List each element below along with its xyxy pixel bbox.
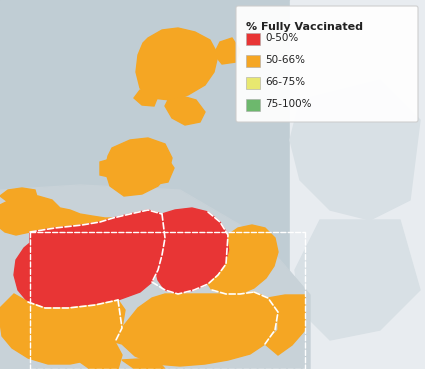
- Polygon shape: [155, 208, 230, 294]
- FancyBboxPatch shape: [246, 77, 260, 89]
- Text: 50-66%: 50-66%: [265, 55, 305, 65]
- FancyBboxPatch shape: [246, 33, 260, 45]
- Text: 0-50%: 0-50%: [265, 33, 298, 43]
- Polygon shape: [165, 96, 205, 125]
- Polygon shape: [0, 188, 38, 202]
- Polygon shape: [122, 358, 165, 369]
- Text: 66-75%: 66-75%: [265, 77, 305, 87]
- Polygon shape: [290, 0, 425, 369]
- Polygon shape: [0, 196, 113, 235]
- Polygon shape: [290, 80, 420, 220]
- Polygon shape: [0, 185, 310, 369]
- Polygon shape: [134, 88, 158, 106]
- Polygon shape: [0, 294, 125, 364]
- Polygon shape: [14, 210, 167, 308]
- Polygon shape: [208, 225, 278, 294]
- Polygon shape: [140, 156, 174, 185]
- Text: 75-100%: 75-100%: [265, 99, 312, 109]
- FancyBboxPatch shape: [246, 99, 260, 111]
- Polygon shape: [100, 158, 120, 178]
- Polygon shape: [214, 38, 240, 64]
- Polygon shape: [80, 342, 122, 369]
- Polygon shape: [105, 138, 172, 196]
- FancyBboxPatch shape: [246, 55, 260, 67]
- Polygon shape: [265, 295, 305, 355]
- Polygon shape: [136, 28, 218, 100]
- Polygon shape: [295, 220, 420, 340]
- FancyBboxPatch shape: [236, 6, 418, 122]
- Polygon shape: [115, 292, 278, 366]
- Text: % Fully Vaccinated: % Fully Vaccinated: [246, 22, 363, 32]
